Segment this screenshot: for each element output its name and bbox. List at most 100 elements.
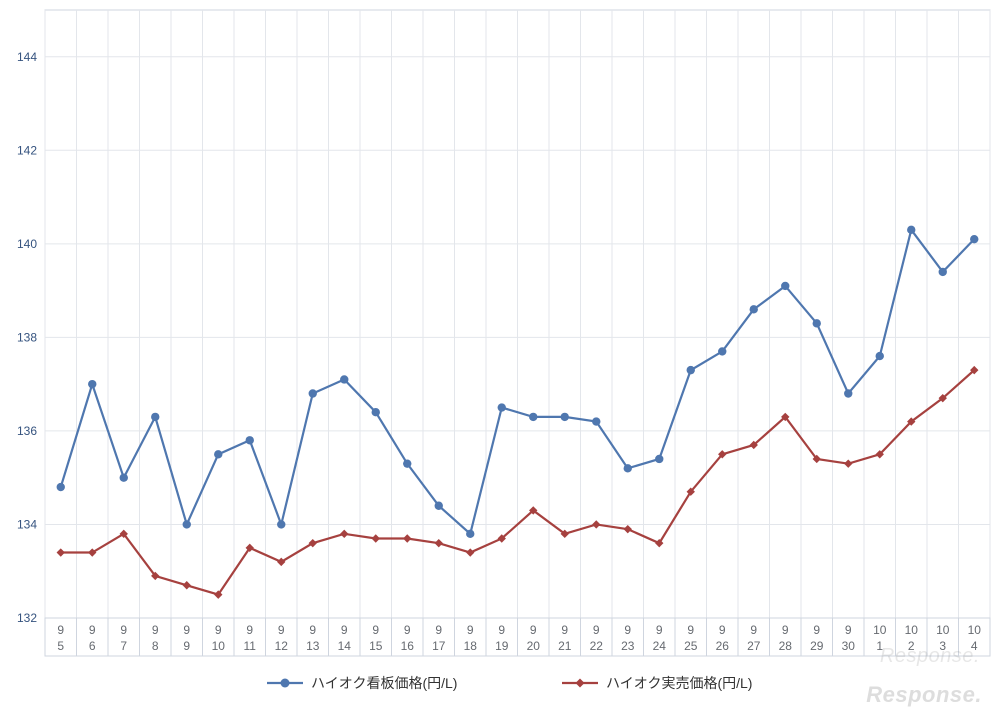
x-tick-month: 9 xyxy=(57,623,64,637)
series-marker xyxy=(592,417,600,425)
x-tick-day: 16 xyxy=(401,639,415,653)
x-tick-month: 9 xyxy=(183,623,190,637)
x-tick-day: 17 xyxy=(432,639,446,653)
x-tick-month: 9 xyxy=(561,623,568,637)
series-marker xyxy=(498,403,506,411)
x-tick-day: 29 xyxy=(810,639,824,653)
chart-container: 1321341361381401421449596979899910911912… xyxy=(0,0,1002,728)
x-tick-month: 9 xyxy=(246,623,253,637)
x-tick-day: 18 xyxy=(464,639,478,653)
y-tick-label: 140 xyxy=(17,237,37,251)
x-tick-month: 9 xyxy=(372,623,379,637)
x-tick-month: 10 xyxy=(873,623,887,637)
x-tick-day: 4 xyxy=(971,639,978,653)
x-tick-month: 9 xyxy=(845,623,852,637)
y-tick-label: 138 xyxy=(17,330,37,344)
series-marker xyxy=(876,352,884,360)
series-marker xyxy=(277,520,285,528)
x-tick-day: 12 xyxy=(275,639,289,653)
x-tick-month: 9 xyxy=(530,623,537,637)
x-tick-month: 9 xyxy=(152,623,159,637)
series-marker xyxy=(529,413,537,421)
x-tick-day: 26 xyxy=(716,639,730,653)
series-marker xyxy=(750,305,758,313)
y-tick-label: 132 xyxy=(17,611,37,625)
series-marker xyxy=(214,450,222,458)
x-tick-month: 9 xyxy=(89,623,96,637)
legend-label: ハイオク看板価格(円/L) xyxy=(311,675,457,691)
legend-marker xyxy=(576,679,585,688)
x-tick-day: 11 xyxy=(244,639,257,653)
x-tick-day: 5 xyxy=(57,639,64,653)
x-tick-day: 8 xyxy=(152,639,159,653)
series-marker xyxy=(183,520,191,528)
series-marker xyxy=(151,413,159,421)
x-tick-month: 9 xyxy=(215,623,222,637)
series-marker xyxy=(120,473,128,481)
x-tick-month: 9 xyxy=(750,623,757,637)
series-marker xyxy=(624,464,632,472)
series-marker xyxy=(655,455,663,463)
x-tick-day: 20 xyxy=(527,639,541,653)
legend-label: ハイオク実売価格(円/L) xyxy=(606,675,752,691)
series-marker xyxy=(561,413,569,421)
y-tick-label: 144 xyxy=(17,50,37,64)
x-tick-day: 15 xyxy=(369,639,383,653)
series-marker xyxy=(340,375,348,383)
x-tick-day: 25 xyxy=(684,639,698,653)
y-tick-label: 136 xyxy=(17,424,37,438)
x-tick-day: 23 xyxy=(621,639,635,653)
series-marker xyxy=(435,502,443,510)
x-tick-month: 9 xyxy=(498,623,505,637)
x-tick-day: 2 xyxy=(908,639,915,653)
x-tick-month: 9 xyxy=(656,623,663,637)
x-tick-month: 9 xyxy=(593,623,600,637)
y-tick-label: 134 xyxy=(17,517,37,531)
series-marker xyxy=(466,530,474,538)
series-marker xyxy=(970,235,978,243)
line-chart: 1321341361381401421449596979899910911912… xyxy=(0,0,1002,728)
series-marker xyxy=(403,459,411,467)
x-tick-month: 9 xyxy=(624,623,631,637)
series-marker xyxy=(57,483,65,491)
x-tick-day: 3 xyxy=(939,639,946,653)
x-tick-day: 14 xyxy=(338,639,352,653)
series-marker xyxy=(907,226,915,234)
x-tick-month: 9 xyxy=(120,623,127,637)
x-tick-day: 22 xyxy=(590,639,604,653)
series-marker xyxy=(309,389,317,397)
x-tick-day: 7 xyxy=(120,639,127,653)
legend-marker xyxy=(281,679,290,688)
x-tick-day: 30 xyxy=(842,639,856,653)
x-tick-day: 21 xyxy=(558,639,572,653)
x-tick-month: 9 xyxy=(341,623,348,637)
x-tick-day: 24 xyxy=(653,639,667,653)
x-tick-month: 9 xyxy=(309,623,316,637)
x-tick-day: 9 xyxy=(183,639,190,653)
x-tick-month: 9 xyxy=(782,623,789,637)
series-marker xyxy=(939,268,947,276)
x-tick-day: 1 xyxy=(876,639,883,653)
x-tick-month: 9 xyxy=(435,623,442,637)
x-tick-month: 9 xyxy=(467,623,474,637)
x-tick-day: 10 xyxy=(212,639,226,653)
series-marker xyxy=(844,389,852,397)
series-marker xyxy=(687,366,695,374)
x-tick-month: 10 xyxy=(905,623,919,637)
x-tick-month: 9 xyxy=(719,623,726,637)
series-marker xyxy=(246,436,254,444)
y-tick-label: 142 xyxy=(17,143,37,157)
series-marker xyxy=(88,380,96,388)
x-tick-day: 6 xyxy=(89,639,96,653)
x-tick-day: 13 xyxy=(306,639,320,653)
series-marker xyxy=(813,319,821,327)
series-marker xyxy=(372,408,380,416)
x-tick-month: 9 xyxy=(278,623,285,637)
x-tick-day: 19 xyxy=(495,639,509,653)
x-tick-day: 27 xyxy=(747,639,761,653)
x-tick-month: 9 xyxy=(404,623,411,637)
x-tick-month: 10 xyxy=(968,623,982,637)
series-marker xyxy=(718,347,726,355)
x-tick-month: 10 xyxy=(936,623,950,637)
x-tick-month: 9 xyxy=(813,623,820,637)
